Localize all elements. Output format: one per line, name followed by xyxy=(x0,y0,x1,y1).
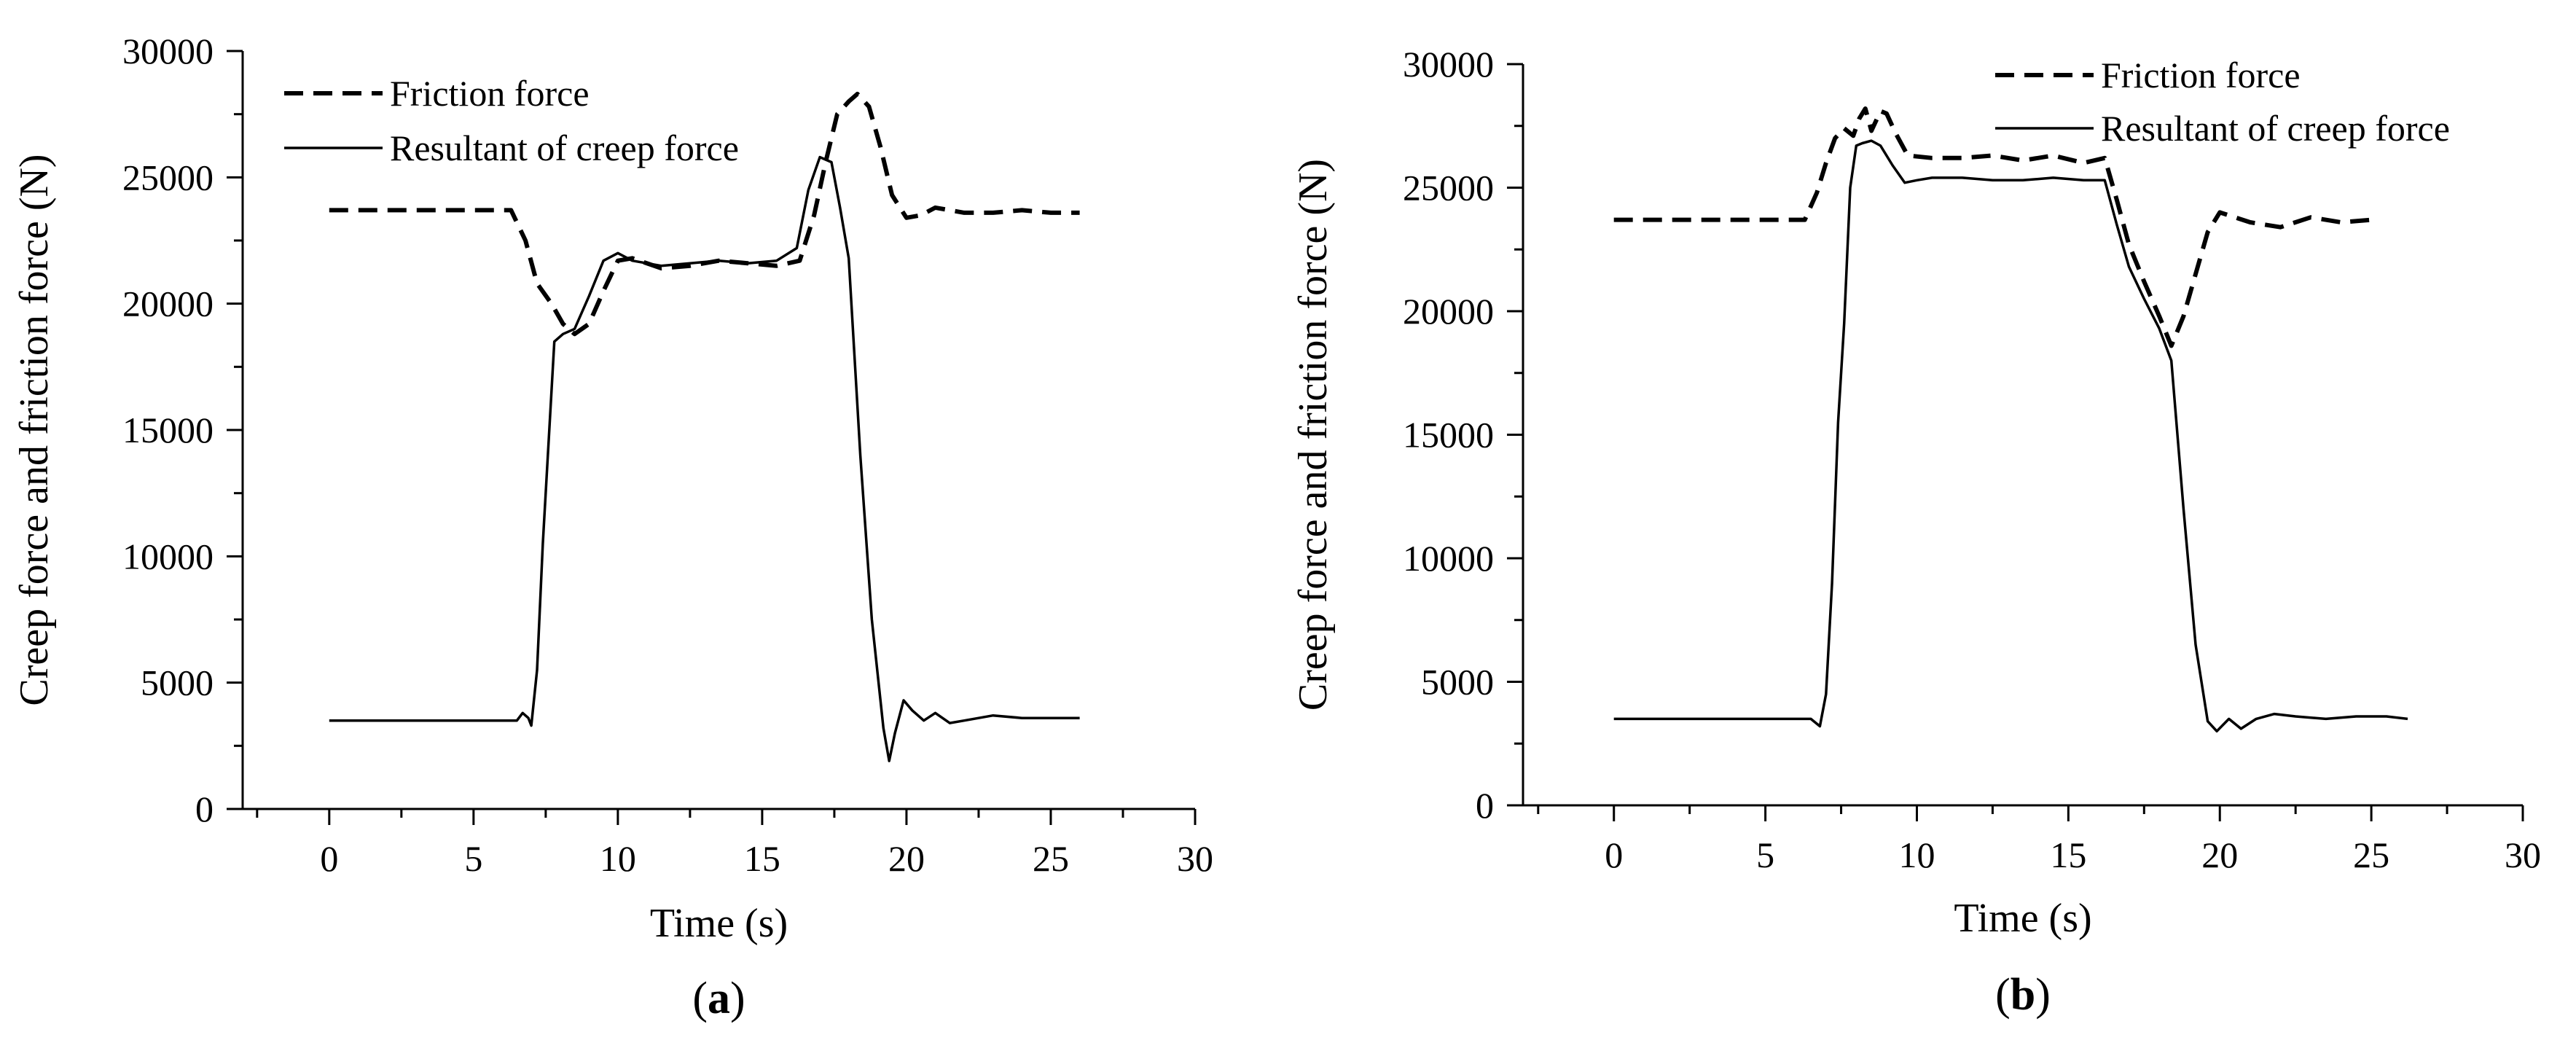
x-axis-title: Time (s) xyxy=(650,901,788,946)
x-tick-label: 5 xyxy=(1756,834,1774,875)
y-tick-label: 10000 xyxy=(122,536,214,576)
y-tick-label: 15000 xyxy=(1403,415,1494,456)
legend-label: Friction force xyxy=(2101,55,2301,95)
x-tick-label: 25 xyxy=(1033,838,1069,879)
legend-label: Friction force xyxy=(390,73,590,114)
y-tick-label: 20000 xyxy=(122,284,214,324)
y-tick-label: 30000 xyxy=(122,31,214,71)
legend-label: Resultant of creep force xyxy=(390,128,739,168)
panel-label: (b) xyxy=(1995,970,2051,1020)
x-tick-label: 15 xyxy=(2050,834,2086,875)
y-tick-label: 20000 xyxy=(1403,291,1494,332)
y-tick-label: 5000 xyxy=(141,662,214,703)
x-axis-title: Time (s) xyxy=(1954,896,2091,941)
y-axis-title: Creep force and friction force (N) xyxy=(12,154,57,705)
x-tick-label: 30 xyxy=(2505,834,2541,875)
x-tick-label: 25 xyxy=(2353,834,2389,875)
y-tick-label: 30000 xyxy=(1403,44,1494,85)
x-tick-label: 5 xyxy=(464,838,482,879)
series-line-friction-force xyxy=(1613,106,2372,348)
x-tick-label: 20 xyxy=(888,838,925,879)
y-axis-title: Creep force and friction force (N) xyxy=(1291,159,1336,711)
series-line-resultant-creep-force xyxy=(1613,139,2408,733)
panel-label: (a) xyxy=(692,974,745,1023)
x-tick-label: 10 xyxy=(1898,834,1935,875)
series-line-friction-force xyxy=(329,91,1080,337)
chart-panel-b: 0 5 10 15 20 25 30 0 5000 10000 15000 20000 25000 300… xyxy=(1291,44,2541,1020)
x-tick-label: 20 xyxy=(2201,834,2238,875)
y-tick-label: 25000 xyxy=(122,157,214,198)
y-tick-label: 0 xyxy=(195,789,214,829)
x-tick-label: 15 xyxy=(744,838,780,879)
x-tick-label: 0 xyxy=(320,838,338,879)
chart-panel-a: 0 5 10 15 20 25 30 0 5000 10000 15000 20000 25000 300… xyxy=(12,31,1213,1023)
x-tick-label: 30 xyxy=(1177,838,1213,879)
x-tick-label: 10 xyxy=(600,838,636,879)
y-tick-label: 0 xyxy=(1476,785,1494,826)
x-tick-label: 0 xyxy=(1605,834,1623,875)
y-tick-label: 10000 xyxy=(1403,538,1494,579)
y-tick-label: 25000 xyxy=(1403,168,1494,208)
y-tick-label: 15000 xyxy=(122,410,214,450)
legend-label: Resultant of creep force xyxy=(2101,108,2450,149)
y-tick-label: 5000 xyxy=(1421,662,1494,703)
series-line-resultant-creep-force xyxy=(329,155,1080,762)
